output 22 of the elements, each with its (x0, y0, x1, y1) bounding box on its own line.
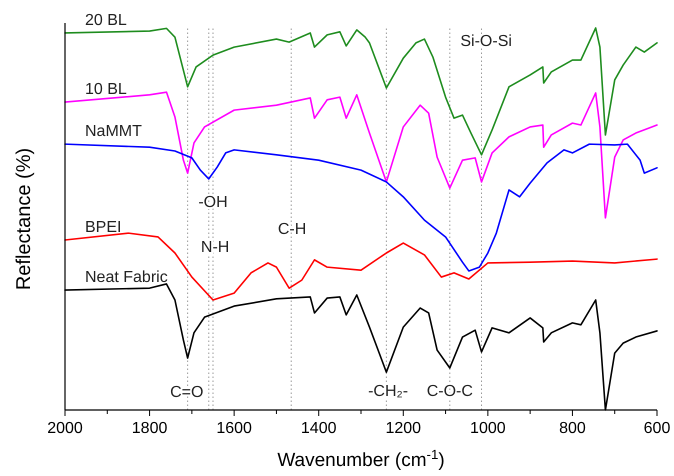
x-tick-label: 1000 (470, 420, 506, 437)
annotation: C-H (278, 221, 306, 238)
x-tick-label: 800 (559, 420, 586, 437)
y-axis-title: Reflectance (%) (13, 148, 35, 290)
x-axis-title: Wavenumber (cm$^{-1}$) (277, 446, 445, 471)
x-tick-label: 1400 (300, 420, 337, 437)
series-label: BPEI (85, 219, 122, 236)
series-label: NaMMT (85, 123, 142, 140)
x-tick-label: 1200 (385, 420, 422, 437)
x-tick-label: 600 (644, 420, 670, 437)
x-tick-label: 1800 (132, 420, 168, 437)
annotation: N-H (200, 239, 230, 256)
x-tick-label: 2000 (47, 420, 83, 437)
annotation: C=O (170, 384, 204, 402)
series-label: Neat Fabric (85, 269, 168, 286)
series-label: 10 BL (85, 81, 127, 98)
x-tick-label: 1600 (216, 420, 252, 437)
annotation: Si-O-Si (460, 33, 512, 50)
annotation: C-O-C (426, 383, 473, 400)
series-label: 20 BL (85, 12, 127, 29)
annotation: -CH₂- (368, 383, 408, 400)
annotation: -OH (198, 194, 228, 212)
